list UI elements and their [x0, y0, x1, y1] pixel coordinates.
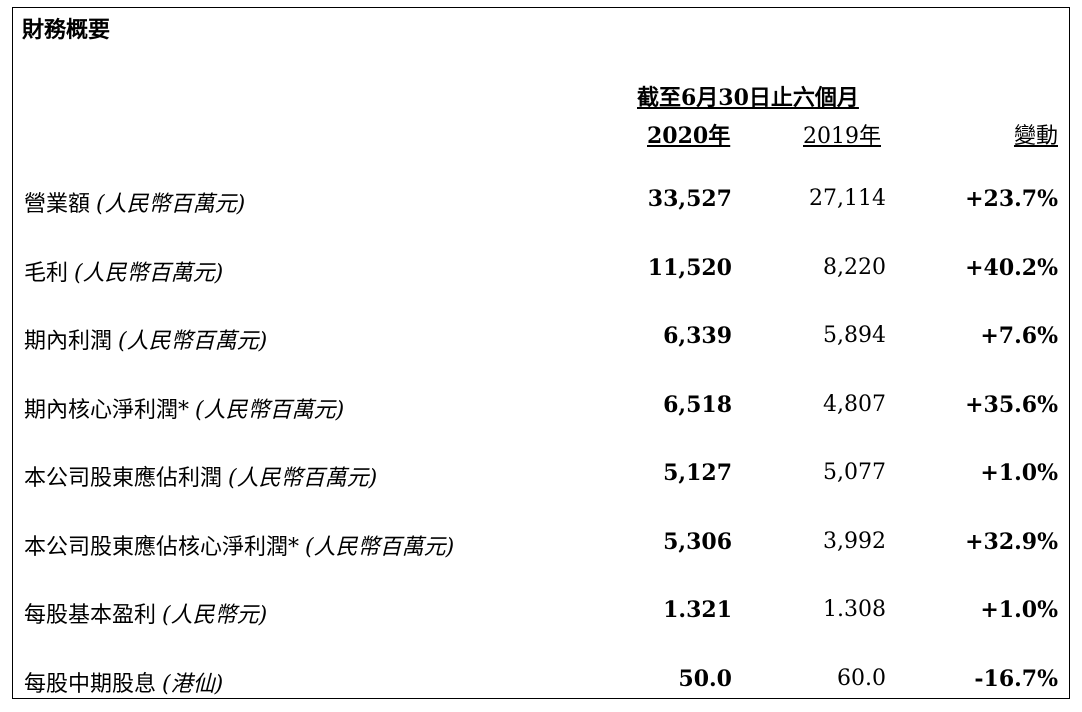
value-change: -16.7% — [974, 666, 1058, 692]
value-change: +7.6% — [980, 323, 1058, 349]
page-title: 財務概要 — [22, 17, 111, 43]
value-2020: 33,527 — [647, 186, 732, 212]
value-2019: 3,992 — [823, 529, 886, 554]
row-unit: (人民幣百萬元) — [195, 398, 345, 423]
table-row: 期內利潤 (人民幣百萬元) 6,339 5,894 +7.6% — [0, 323, 1082, 359]
table-row: 毛利 (人民幣百萬元) 11,520 8,220 +40.2% — [0, 255, 1082, 291]
row-label: 每股基本盈利 (人民幣元) — [24, 603, 268, 628]
table-row: 期內核心淨利潤* (人民幣百萬元) 6,518 4,807 +35.6% — [0, 392, 1082, 428]
table-row: 本公司股東應佔核心淨利潤* (人民幣百萬元) 5,306 3,992 +32.9% — [0, 529, 1082, 565]
value-2020: 50.0 — [678, 666, 732, 692]
row-label: 期內核心淨利潤* (人民幣百萬元) — [24, 398, 345, 423]
value-2020: 6,339 — [663, 323, 732, 349]
row-unit: (人民幣百萬元) — [228, 466, 378, 491]
value-change: +1.0% — [980, 597, 1058, 623]
value-2019: 8,220 — [823, 255, 886, 280]
column-header-change: 變動 — [1013, 124, 1058, 149]
row-label: 毛利 (人民幣百萬元) — [24, 261, 224, 286]
value-2019: 1.308 — [823, 597, 886, 622]
value-change: +23.7% — [965, 186, 1058, 212]
value-change: +35.6% — [965, 392, 1058, 418]
row-unit: (人民幣百萬元) — [118, 329, 268, 354]
value-2020: 11,520 — [647, 255, 732, 281]
period-header: 截至6月30日止六個月 — [637, 85, 859, 111]
value-change: +40.2% — [965, 255, 1058, 281]
row-label: 本公司股東應佔核心淨利潤* (人民幣百萬元) — [24, 535, 455, 560]
column-header-2020: 2020年 — [647, 123, 731, 149]
table-row: 每股基本盈利 (人民幣元) 1.321 1.308 +1.0% — [0, 597, 1082, 633]
value-2020: 5,127 — [663, 460, 732, 486]
table-row: 本公司股東應佔利潤 (人民幣百萬元) 5,127 5,077 +1.0% — [0, 460, 1082, 496]
value-change: +32.9% — [965, 529, 1058, 555]
value-change: +1.0% — [980, 460, 1058, 486]
value-2020: 1.321 — [663, 597, 732, 623]
value-2019: 27,114 — [809, 186, 886, 211]
table-row: 每股中期股息 (港仙) 50.0 60.0 -16.7% — [0, 666, 1082, 702]
value-2019: 60.0 — [837, 666, 886, 691]
column-header-2019: 2019年 — [803, 124, 881, 149]
value-2020: 5,306 — [663, 529, 732, 555]
row-unit: (人民幣元) — [162, 603, 268, 628]
row-unit: (人民幣百萬元) — [96, 192, 246, 217]
row-label: 每股中期股息 (港仙) — [24, 672, 224, 697]
row-label: 營業額 (人民幣百萬元) — [24, 192, 246, 217]
value-2020: 6,518 — [663, 392, 732, 418]
table-frame — [12, 7, 1070, 699]
table-row: 營業額 (人民幣百萬元) 33,527 27,114 +23.7% — [0, 186, 1082, 222]
row-unit: (人民幣百萬元) — [74, 261, 224, 286]
row-label: 期內利潤 (人民幣百萬元) — [24, 329, 268, 354]
value-2019: 4,807 — [823, 392, 886, 417]
value-2019: 5,894 — [823, 323, 886, 348]
row-label: 本公司股東應佔利潤 (人民幣百萬元) — [24, 466, 378, 491]
row-unit: (人民幣百萬元) — [305, 535, 455, 560]
value-2019: 5,077 — [823, 460, 886, 485]
row-unit: (港仙) — [162, 672, 224, 697]
